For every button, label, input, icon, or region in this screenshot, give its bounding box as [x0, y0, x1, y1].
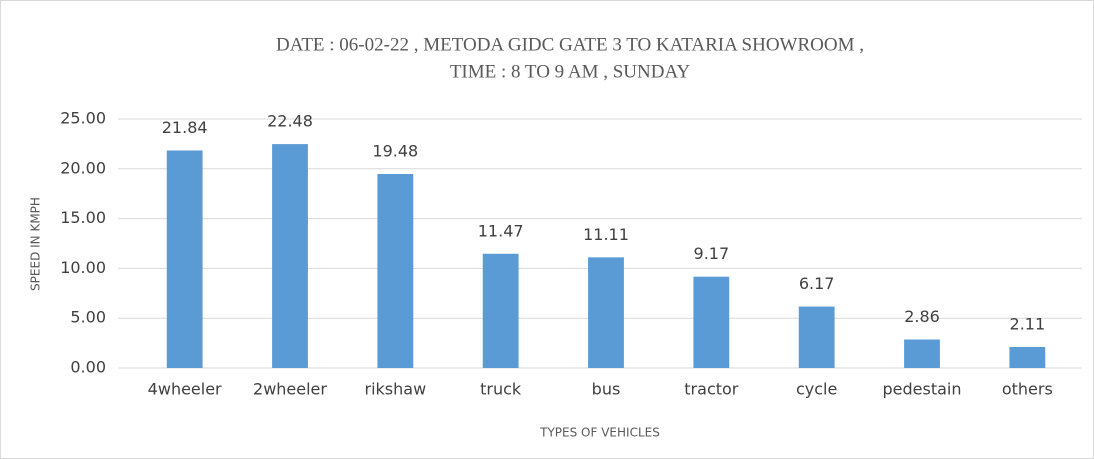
x-tick-label: others — [1002, 380, 1053, 399]
y-tick-label: 15.00 — [60, 208, 106, 227]
x-tick-label: 4wheeler — [148, 380, 222, 399]
x-tick-label: rikshaw — [365, 380, 427, 399]
data-label: 22.48 — [267, 112, 313, 131]
data-label: 11.47 — [478, 221, 524, 240]
bar — [693, 276, 730, 368]
y-axis-title: SPEED IN KMPH — [29, 197, 43, 291]
data-label: 21.84 — [162, 118, 208, 137]
y-tick-label: 10.00 — [60, 258, 106, 277]
data-label: 11.11 — [583, 225, 629, 244]
x-tick-label: truck — [480, 380, 522, 399]
bar — [588, 257, 624, 368]
x-axis-title: TYPES OF VEHICLES — [539, 426, 660, 440]
bar — [166, 150, 203, 368]
y-tick-label: 0.00 — [70, 358, 106, 377]
chart-title: DATE : 06-02-22 , METODA GIDC GATE 3 TO … — [276, 34, 864, 55]
bar — [798, 306, 835, 368]
bar — [1009, 346, 1046, 368]
data-label: 2.11 — [1010, 314, 1046, 333]
bar — [904, 339, 940, 368]
x-tick-label: 2wheeler — [253, 380, 327, 399]
y-tick-label: 25.00 — [60, 109, 106, 128]
x-tick-label: cycle — [796, 380, 837, 399]
bar — [272, 144, 308, 368]
data-label: 19.48 — [372, 141, 418, 160]
y-tick-label: 20.00 — [60, 158, 106, 177]
data-label: 2.86 — [904, 307, 940, 326]
x-tick-label: bus — [592, 380, 621, 399]
bar — [482, 253, 519, 368]
y-tick-label: 5.00 — [70, 308, 106, 327]
x-tick-label: tractor — [684, 380, 739, 399]
data-label: 9.17 — [694, 244, 730, 263]
x-tick-label: pedestain — [883, 380, 962, 399]
data-label: 6.17 — [799, 274, 835, 293]
chart-title: TIME : 8 TO 9 AM , SUNDAY — [450, 61, 691, 82]
bar — [377, 173, 414, 368]
